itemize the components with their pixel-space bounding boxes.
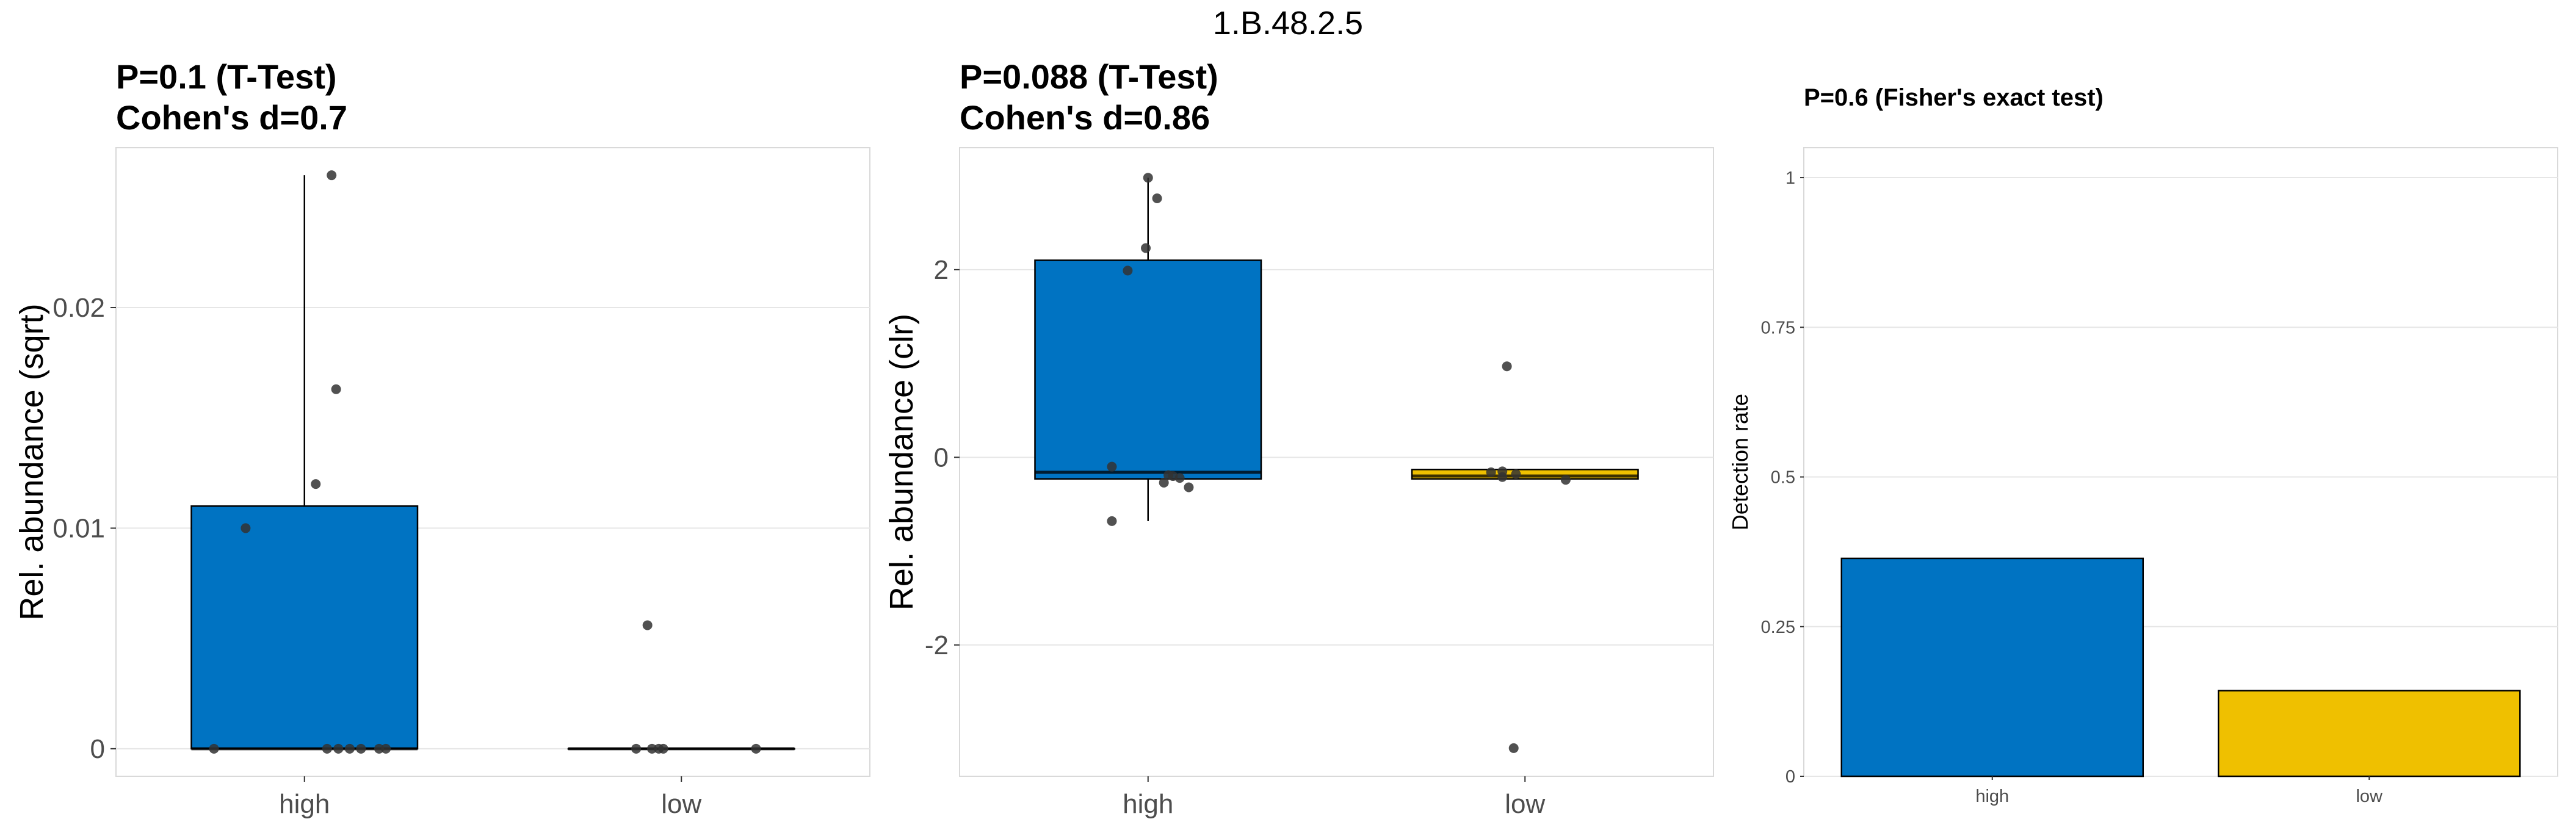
data-point xyxy=(333,743,344,754)
y-tick-label: 0 xyxy=(90,734,105,764)
x-tick-label: low xyxy=(2356,787,2383,806)
panel-2-points xyxy=(1107,173,1571,753)
data-point xyxy=(647,743,657,754)
data-point xyxy=(1141,243,1151,253)
panel-1-x-ticks: high low xyxy=(279,776,701,819)
bar-high xyxy=(1840,557,2144,778)
x-tick-label: low xyxy=(661,789,701,819)
x-tick-label: high xyxy=(279,789,330,819)
x-tick-label: high xyxy=(1123,789,1173,819)
box-high xyxy=(190,505,419,750)
panel-1-y-ticks: 0 0.01 0.02 xyxy=(52,293,116,764)
panel-3-y-ticks: 0 0.25 0.5 0.75 1 xyxy=(1761,168,1804,787)
figure-title: 1.B.48.2.5 xyxy=(1213,5,1363,42)
panel-1-y-axis-label: Rel. abundance (sqrt) xyxy=(13,303,50,620)
panel-2-boxes xyxy=(1034,178,1639,521)
data-point xyxy=(322,743,332,754)
data-point xyxy=(1107,461,1117,472)
panel-3-x-ticks: high low xyxy=(1975,776,2383,806)
y-tick-label: 1 xyxy=(1785,168,1795,188)
panel-3-bars xyxy=(1840,557,2521,778)
data-point xyxy=(374,743,385,754)
data-point xyxy=(209,743,219,754)
panel-2-x-ticks: high low xyxy=(1123,776,1545,819)
data-point xyxy=(751,743,761,754)
panel-2-y-axis-label: Rel. abundance (clr) xyxy=(883,314,920,610)
data-point xyxy=(1159,477,1169,488)
data-point xyxy=(356,743,366,754)
panel-2-y-ticks: -2 0 2 xyxy=(925,255,960,660)
x-tick-label: low xyxy=(1505,789,1545,819)
data-point xyxy=(327,170,337,181)
data-point xyxy=(1107,516,1117,526)
data-point xyxy=(241,523,251,533)
bar-low xyxy=(2218,690,2521,778)
x-tick-label: high xyxy=(1975,787,2009,806)
data-point xyxy=(311,479,321,489)
data-point xyxy=(1508,743,1519,753)
panel-1-title-line1: P=0.1 (T-Test) xyxy=(116,57,337,96)
data-point xyxy=(1560,475,1571,485)
panel-3-title: P=0.6 (Fisher's exact test) xyxy=(1804,84,2104,111)
data-point xyxy=(1143,173,1153,183)
data-point xyxy=(1497,472,1508,482)
panel-1-points xyxy=(209,170,761,754)
data-point xyxy=(658,743,668,754)
data-point xyxy=(1486,467,1496,477)
data-point xyxy=(642,620,653,630)
y-tick-label: 2 xyxy=(934,255,949,285)
data-point xyxy=(344,743,355,754)
y-tick-label: 0 xyxy=(1785,767,1795,787)
panel-2-title-line2: Cohen's d=0.86 xyxy=(960,98,1210,137)
y-tick-label: -2 xyxy=(925,630,949,660)
panel-3: P=0.6 (Fisher's exact test) 0 0.25 0.5 0.75… xyxy=(1728,84,2558,806)
data-point xyxy=(331,384,341,394)
panel-1-boxes xyxy=(190,175,795,751)
data-point xyxy=(1123,265,1133,276)
box-high xyxy=(1034,259,1262,480)
data-point xyxy=(631,743,642,754)
panel-2-plot-border xyxy=(959,147,1714,777)
data-point xyxy=(1174,473,1185,483)
data-point xyxy=(381,743,391,754)
data-point xyxy=(1502,361,1512,372)
y-tick-label: 0.75 xyxy=(1761,318,1795,337)
data-point xyxy=(1511,469,1521,479)
y-tick-label: 0.25 xyxy=(1761,618,1795,637)
data-point xyxy=(1184,482,1194,493)
y-tick-label: 0 xyxy=(934,442,949,472)
y-tick-label: 0.01 xyxy=(52,513,105,543)
y-tick-label: 0.02 xyxy=(52,293,105,323)
panel-1: P=0.1 (T-Test) Cohen's d=0.7 0 0.01 0.02 h… xyxy=(13,57,870,819)
data-point xyxy=(1152,193,1162,204)
panel-1-plot-border xyxy=(115,147,870,777)
panel-3-y-axis-label: Detection rate xyxy=(1728,394,1753,530)
y-tick-label: 0.5 xyxy=(1771,468,1795,488)
panel-2-title-line1: P=0.088 (T-Test) xyxy=(960,57,1218,96)
panel-1-title-line2: Cohen's d=0.7 xyxy=(116,98,347,137)
panel-2: P=0.088 (T-Test) Cohen's d=0.86 -2 0 2 hig… xyxy=(883,57,1714,819)
